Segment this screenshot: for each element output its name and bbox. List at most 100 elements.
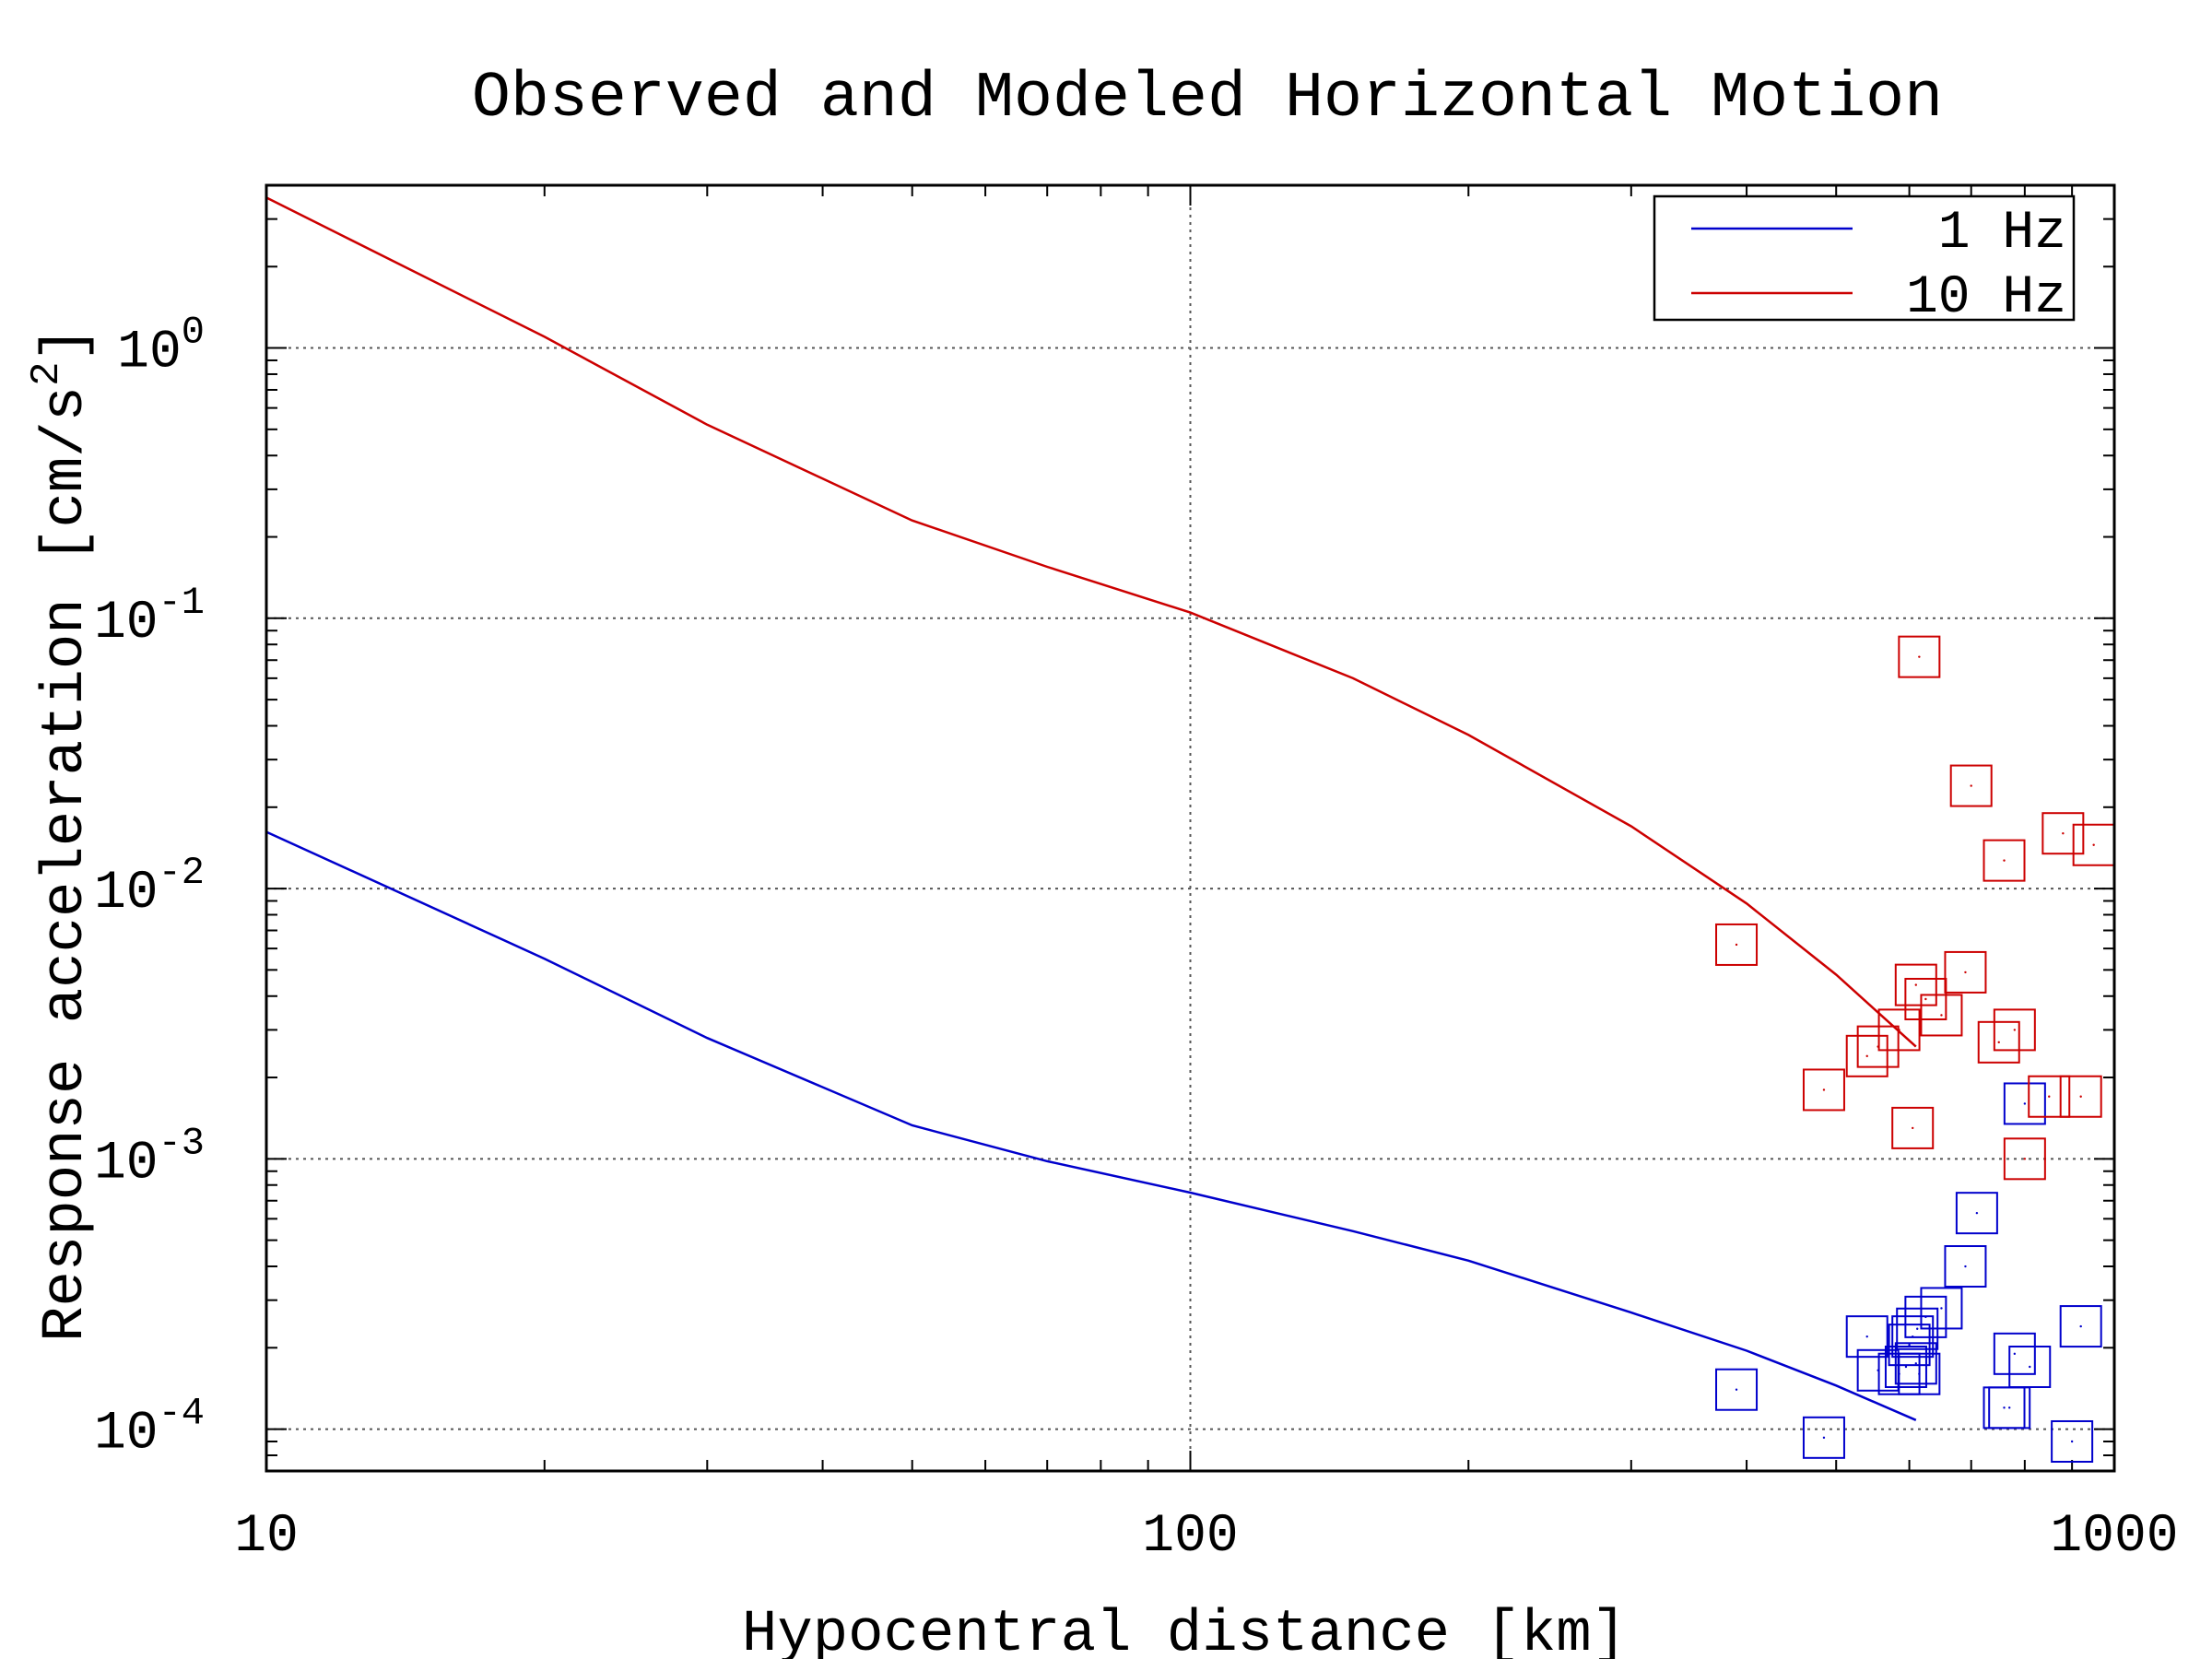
observed-point-center-1-hz [1918, 1372, 1921, 1375]
observed-point-center-1-hz [1904, 1365, 1908, 1369]
observed-point-10-hz [1898, 635, 1941, 678]
observed-point-center-10-hz [2013, 1029, 2017, 1031]
observed-point-center-10-hz [1865, 1054, 1868, 1058]
observed-point-center-10-hz [2048, 1095, 2051, 1098]
observed-point-center-1-hz [1735, 1388, 1738, 1391]
series-line-10-hz [265, 196, 1917, 1048]
observed-point-center-10-hz [2003, 859, 2006, 862]
observed-point-center-10-hz [1964, 971, 1967, 974]
observed-point-1-hz [2051, 1419, 2094, 1463]
observed-point-center-10-hz [1898, 1029, 1900, 1031]
observed-point-center-1-hz [2013, 1352, 2017, 1356]
observed-point-center-1-hz [1924, 1315, 1927, 1319]
observed-point-center-1-hz [1916, 1327, 1919, 1330]
observed-point-center-1-hz [2008, 1406, 2011, 1409]
series-lines [265, 196, 1917, 1421]
observed-point-center-10-hz [2092, 843, 2095, 846]
observed-point-10-hz [1944, 950, 1987, 994]
observed-point-10-hz [1877, 1008, 1921, 1052]
y-tick-label: 10-2 [94, 851, 205, 924]
y-tick-label: 10-3 [94, 1121, 205, 1194]
observed-point-1-hz [2008, 1345, 2052, 1388]
observed-point-center-1-hz [1964, 1265, 1967, 1268]
x-tick-label: 100 [1142, 1507, 1238, 1567]
x-tick-labels: 10 100 1000 [234, 1507, 2178, 1567]
observed-point-1-hz [1845, 1315, 1888, 1359]
observed-point-10-hz [1894, 963, 1937, 1006]
y-tick-label: 10-4 [94, 1392, 205, 1465]
observed-point-center-1-hz [2003, 1406, 2006, 1409]
plot-frame [265, 183, 2116, 1473]
observed-point-10-hz [1891, 1106, 1935, 1149]
observed-point-center-10-hz [1918, 655, 1921, 658]
y-axis-label-sup: 2 [24, 362, 70, 386]
y-axis-label-main: Response acceleration [cm/s [33, 386, 100, 1342]
observed-point-center-10-hz [2023, 1158, 2027, 1160]
observed-point-center-1-hz [2023, 1102, 2027, 1105]
x-axis-label: Hypocentral distance [km] [742, 1602, 1627, 1659]
y-axis-label-tail: ] [33, 326, 100, 361]
observed-point-10-hz [1904, 977, 1947, 1020]
observed-point-center-1-hz [2070, 1440, 2074, 1443]
observed-point-1-hz [1944, 1245, 1987, 1288]
chart-title: Observed and Modeled Horizontal Motion [472, 63, 1943, 135]
observed-point-center-1-hz [1908, 1343, 1911, 1347]
observed-point-1-hz [1904, 1295, 1947, 1338]
observed-point-center-10-hz [1822, 1088, 1826, 1091]
observed-point-center-10-hz [1970, 784, 1972, 787]
y-axis-label: Response acceleration [cm/s2] [24, 326, 100, 1342]
observed-point-center-1-hz [2029, 1365, 2031, 1369]
y-tick-labels: 100 10-1 10-2 10-3 10-4 [94, 311, 205, 1465]
observed-point-center-1-hz [1975, 1211, 1979, 1215]
x-tick-label: 10 [234, 1507, 299, 1567]
observed-point-center-10-hz [1924, 997, 1927, 1001]
series-line-1-hz [265, 830, 1917, 1421]
observed-point-center-1-hz [2079, 1324, 2082, 1328]
observed-point-center-1-hz [1865, 1335, 1868, 1338]
observed-point-10-hz [2003, 1137, 2046, 1181]
observed-point-center-1-hz [1940, 1307, 1943, 1310]
legend-label-1-hz: 1 Hz [1938, 204, 2066, 264]
observed-point-10-hz [1977, 1020, 2020, 1064]
observed-point-1-hz [2003, 1082, 2046, 1125]
observed-point-1-hz [1888, 1324, 1931, 1367]
grid [266, 185, 2114, 1471]
y-tick-label: 100 [117, 311, 205, 383]
observed-point-10-hz [1845, 1034, 1888, 1077]
observed-point-1-hz [1884, 1345, 1927, 1388]
observed-point-1-hz [1802, 1416, 1845, 1459]
observed-point-center-10-hz [2062, 832, 2065, 835]
observed-point-1-hz [1993, 1332, 2036, 1375]
observed-point-10-hz [1802, 1068, 1845, 1112]
observed-point-1-hz [1920, 1287, 1963, 1330]
observed-point-center-10-hz [1912, 1126, 1914, 1130]
observed-point-10-hz [1983, 839, 2026, 882]
observed-point-10-hz [1715, 923, 1759, 966]
observed-point-1-hz [1715, 1368, 1759, 1411]
observed-point-1-hz [1898, 1352, 1941, 1395]
legend-label-10-hz: 10 Hz [1906, 268, 2066, 328]
x-tick-label: 1000 [2050, 1507, 2178, 1567]
observed-point-center-10-hz [1735, 943, 1738, 947]
legend-box [1653, 194, 2076, 322]
y-tick-label: 10-1 [94, 581, 205, 653]
observed-point-center-10-hz [2079, 1095, 2082, 1098]
observed-markers [1715, 635, 2115, 1463]
axis-ticks [265, 184, 2115, 1472]
observed-point-center-10-hz [1997, 1041, 2000, 1044]
observed-point-10-hz [1920, 994, 1963, 1037]
observed-point-center-1-hz [1914, 1362, 1917, 1365]
observed-point-10-hz [2041, 812, 2085, 855]
observed-point-1-hz [2059, 1305, 2102, 1348]
observed-point-1-hz [1955, 1192, 1998, 1235]
observed-point-10-hz [2028, 1075, 2071, 1118]
observed-point-10-hz [1993, 1008, 2036, 1052]
observed-point-10-hz [1949, 764, 1993, 807]
observed-point-10-hz [2059, 1075, 2102, 1118]
observed-point-center-10-hz [1940, 1014, 1943, 1017]
observed-point-center-1-hz [1822, 1436, 1826, 1440]
observed-point-1-hz [1894, 1342, 1937, 1385]
observed-point-center-10-hz [1914, 983, 1917, 986]
